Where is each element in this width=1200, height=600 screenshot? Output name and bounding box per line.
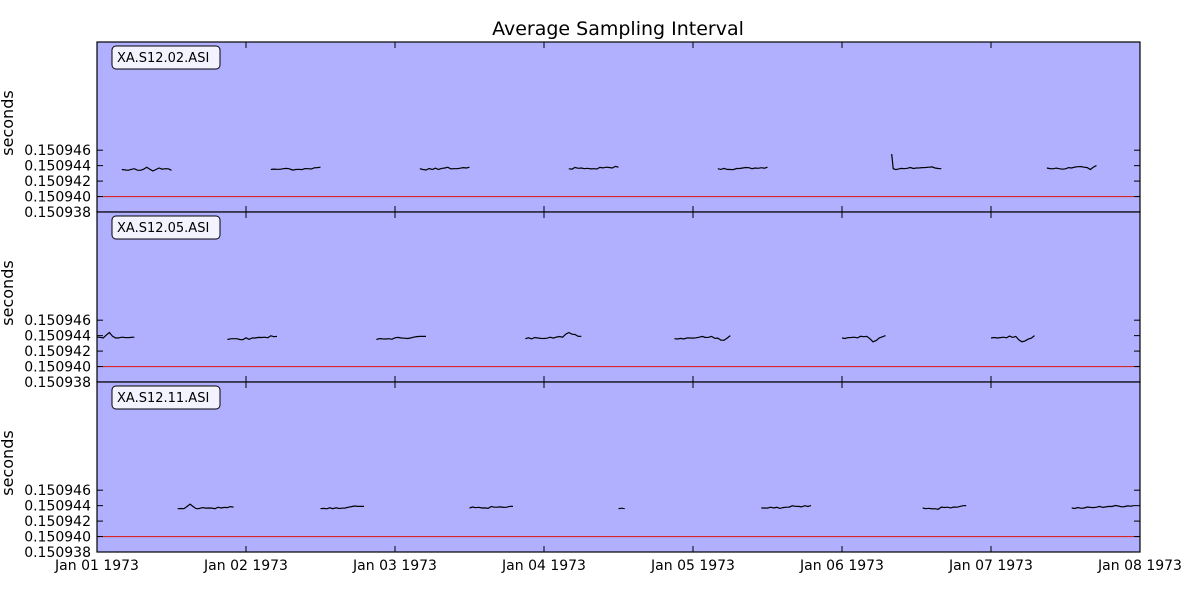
panel-3: 0.1509380.1509400.1509420.1509440.150946… — [0, 381, 1141, 561]
y-axis-label: seconds — [0, 90, 17, 155]
legend-box: XA.S12.02.ASI — [111, 45, 221, 70]
x-tick-label: Jan 07 1973 — [948, 558, 1033, 574]
legend-label: XA.S12.05.ASI — [117, 221, 209, 236]
panels-layer: 0.1509380.1509400.1509420.1509440.150946… — [0, 41, 1141, 561]
panel-frame — [96, 381, 1141, 553]
series-segment — [990, 335, 1035, 343]
series-segment — [270, 166, 321, 171]
panel-background — [97, 382, 1140, 552]
series-segment — [177, 503, 234, 510]
series-segment — [227, 335, 278, 341]
y-axis-label: seconds — [0, 430, 17, 495]
series-segment — [419, 166, 470, 171]
x-tick-label: Jan 03 1973 — [352, 558, 437, 574]
legend-label: XA.S12.02.ASI — [117, 51, 209, 66]
legend-frame — [111, 215, 221, 240]
series-segment — [717, 166, 768, 171]
series-segment — [1046, 165, 1097, 171]
y-tick-label: 0.150942 — [24, 344, 91, 360]
y-tick-label: 0.150940 — [24, 530, 91, 546]
y-tick-label: 0.150940 — [24, 360, 91, 376]
x-tick-label: Jan 08 1973 — [1097, 558, 1182, 574]
series-segment — [1071, 504, 1134, 510]
legend-frame — [111, 385, 221, 410]
series-segment — [525, 331, 582, 340]
series-segment — [674, 335, 731, 341]
series-segment — [96, 331, 135, 339]
panel-1: 0.1509380.1509400.1509420.1509440.150946… — [0, 41, 1141, 221]
series-segment — [121, 166, 172, 172]
y-tick-label: 0.150944 — [24, 329, 91, 345]
x-axis: Jan 01 1973 Jan 02 1973 Jan 03 1973 Jan 04 … — [54, 558, 1182, 574]
x-tick-label: Jan 06 1973 — [799, 558, 884, 574]
series-segment — [922, 505, 967, 510]
y-axis-label: seconds — [0, 260, 17, 325]
series-segment — [891, 153, 942, 171]
legend-box: XA.S12.05.ASI — [111, 215, 221, 240]
y-tick-label: 0.150938 — [24, 375, 91, 391]
y-tick-label: 0.150946 — [24, 143, 91, 159]
y-tick-label: 0.150938 — [24, 205, 91, 221]
x-tick-label: Jan 01 1973 — [54, 558, 139, 574]
y-tick-label: 0.150942 — [24, 514, 91, 530]
y-tick-label: 0.150946 — [24, 313, 91, 329]
series-segment — [618, 507, 625, 510]
panel-background — [97, 212, 1140, 382]
y-tick-label: 0.150942 — [24, 174, 91, 190]
legend-box: XA.S12.11.ASI — [111, 385, 221, 410]
y-tick-label: 0.150944 — [24, 499, 91, 515]
series-segment — [841, 335, 886, 343]
x-tick-label: Jan 02 1973 — [203, 558, 288, 574]
chart-title: Average Sampling Interval — [492, 18, 744, 40]
y-tick-label: 0.150940 — [24, 190, 91, 206]
series-segment — [469, 505, 514, 510]
series-segment — [376, 335, 427, 341]
y-tick-label: 0.150938 — [24, 545, 91, 561]
series-segment — [320, 505, 365, 510]
y-tick-label: 0.150946 — [24, 483, 91, 499]
legend-frame — [111, 45, 221, 70]
series-segment — [568, 165, 619, 170]
y-tick-label: 0.150944 — [24, 159, 91, 175]
panel-2: 0.1509380.1509400.1509420.1509440.150946… — [0, 211, 1141, 391]
panel-background — [97, 42, 1140, 212]
x-tick-label: Jan 05 1973 — [650, 558, 735, 574]
series-segment — [761, 505, 812, 510]
x-tick-label: Jan 04 1973 — [501, 558, 586, 574]
legend-label: XA.S12.11.ASI — [117, 391, 209, 406]
